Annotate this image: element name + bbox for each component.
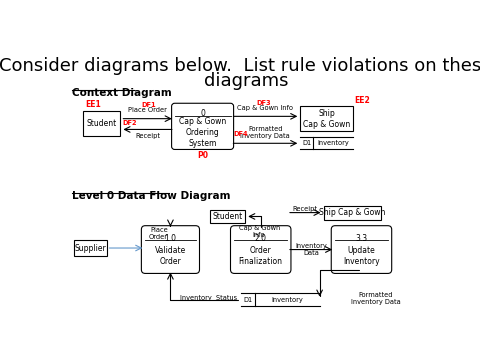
FancyBboxPatch shape [74,239,107,256]
Text: Cap & Gown Info: Cap & Gown Info [238,105,293,111]
FancyBboxPatch shape [331,226,392,274]
Text: 1.0: 1.0 [165,234,177,243]
Text: diagrams: diagrams [204,72,288,90]
Text: Validate
Order: Validate Order [155,246,186,266]
Text: Inventory
Data: Inventory Data [295,243,327,256]
Text: 0: 0 [200,109,205,118]
Text: Order
Finalization: Order Finalization [239,246,283,266]
FancyBboxPatch shape [142,226,200,274]
FancyBboxPatch shape [324,206,381,220]
Text: Place
Order: Place Order [149,227,168,240]
Text: Level 0 Data Flow Diagram: Level 0 Data Flow Diagram [72,191,230,201]
Text: Inventory  Status: Inventory Status [180,295,238,301]
Text: P0: P0 [197,151,208,160]
Text: EE1: EE1 [85,100,100,109]
Text: DF2: DF2 [122,120,137,126]
FancyBboxPatch shape [230,226,291,274]
Text: D1: D1 [243,297,252,303]
Text: DF1: DF1 [142,102,156,108]
Text: 3.3: 3.3 [355,234,368,243]
Text: 2.0: 2.0 [255,234,267,243]
FancyBboxPatch shape [172,103,234,149]
Text: Update
Inventory: Update Inventory [343,246,380,266]
Text: Formatted
Inventory Data: Formatted Inventory Data [350,292,400,305]
Text: Ship Cap & Gown: Ship Cap & Gown [319,208,385,217]
Text: Receipt: Receipt [135,133,160,139]
Text: Consider diagrams below.  List rule violations on these: Consider diagrams below. List rule viola… [0,57,480,75]
Text: Student: Student [212,212,242,221]
Text: Student: Student [87,119,117,128]
Text: Supplier: Supplier [74,243,106,252]
Text: Cap & Gown
Info: Cap & Gown Info [239,225,280,238]
Text: DF3: DF3 [256,100,271,106]
FancyBboxPatch shape [83,111,120,136]
Text: Inventory: Inventory [271,297,303,303]
Text: Receipt: Receipt [293,206,318,212]
FancyBboxPatch shape [300,106,353,131]
Text: D1: D1 [302,140,311,146]
Text: Context Diagram: Context Diagram [72,88,171,98]
Text: Inventory: Inventory [317,140,348,146]
FancyBboxPatch shape [210,210,245,223]
Text: EE2: EE2 [355,96,370,105]
Text: Formatted
Inventory Data: Formatted Inventory Data [240,126,290,139]
Text: Place Order: Place Order [128,107,167,113]
Text: Cap & Gown
Ordering
System: Cap & Gown Ordering System [179,117,226,148]
Text: DF4: DF4 [234,131,248,137]
Text: Ship
Cap & Gown: Ship Cap & Gown [303,109,350,129]
